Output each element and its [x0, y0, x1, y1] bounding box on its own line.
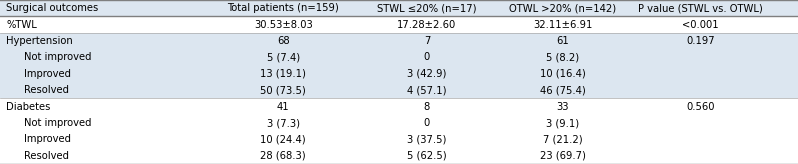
Text: Hypertension: Hypertension: [6, 36, 73, 46]
Bar: [0, 98, 798, 115]
Text: Surgical outcomes: Surgical outcomes: [6, 3, 99, 13]
Text: %TWL: %TWL: [6, 20, 38, 30]
Bar: [0, 16, 798, 33]
Bar: [0, 33, 798, 49]
Text: STWL ≤20% (n=17): STWL ≤20% (n=17): [377, 3, 476, 13]
Bar: [0, 0, 798, 16]
Bar: [0, 49, 798, 66]
Text: Diabetes: Diabetes: [6, 102, 51, 112]
Text: 50 (73.5): 50 (73.5): [260, 85, 306, 95]
Bar: [0, 66, 798, 82]
Text: Improved: Improved: [24, 134, 71, 144]
Text: <0.001: <0.001: [682, 20, 719, 30]
Text: 3 (37.5): 3 (37.5): [407, 134, 447, 144]
Text: Resolved: Resolved: [24, 85, 69, 95]
Text: 7: 7: [424, 36, 430, 46]
Text: Not improved: Not improved: [24, 52, 92, 62]
Text: 0.560: 0.560: [686, 102, 715, 112]
Text: 5 (7.4): 5 (7.4): [267, 52, 300, 62]
Bar: [0, 82, 798, 98]
Text: 4 (57.1): 4 (57.1): [407, 85, 447, 95]
Text: 32.11±6.91: 32.11±6.91: [533, 20, 592, 30]
Text: 23 (69.7): 23 (69.7): [539, 151, 586, 161]
Text: 0: 0: [424, 52, 430, 62]
Text: 28 (68.3): 28 (68.3): [260, 151, 306, 161]
Text: Improved: Improved: [24, 69, 71, 79]
Text: 61: 61: [556, 36, 569, 46]
Text: 10 (16.4): 10 (16.4): [539, 69, 586, 79]
Bar: [0, 115, 798, 131]
Text: 10 (24.4): 10 (24.4): [260, 134, 306, 144]
Bar: [0, 131, 798, 148]
Text: 5 (62.5): 5 (62.5): [407, 151, 447, 161]
Text: Total patients (n=159): Total patients (n=159): [227, 3, 339, 13]
Text: 46 (75.4): 46 (75.4): [539, 85, 586, 95]
Text: Resolved: Resolved: [24, 151, 69, 161]
Text: 5 (8.2): 5 (8.2): [546, 52, 579, 62]
Text: OTWL >20% (n=142): OTWL >20% (n=142): [509, 3, 616, 13]
Text: 0: 0: [424, 118, 430, 128]
Text: 3 (9.1): 3 (9.1): [546, 118, 579, 128]
Text: 3 (7.3): 3 (7.3): [267, 118, 300, 128]
Text: 17.28±2.60: 17.28±2.60: [397, 20, 456, 30]
Text: 33: 33: [556, 102, 569, 112]
Text: 30.53±8.03: 30.53±8.03: [254, 20, 313, 30]
Text: 68: 68: [277, 36, 290, 46]
Text: 7 (21.2): 7 (21.2): [543, 134, 583, 144]
Bar: [0, 148, 798, 164]
Text: 3 (42.9): 3 (42.9): [407, 69, 447, 79]
Text: 41: 41: [277, 102, 290, 112]
Text: 0.197: 0.197: [686, 36, 715, 46]
Text: 13 (19.1): 13 (19.1): [260, 69, 306, 79]
Text: P value (STWL vs. OTWL): P value (STWL vs. OTWL): [638, 3, 763, 13]
Text: 8: 8: [424, 102, 430, 112]
Text: Not improved: Not improved: [24, 118, 92, 128]
